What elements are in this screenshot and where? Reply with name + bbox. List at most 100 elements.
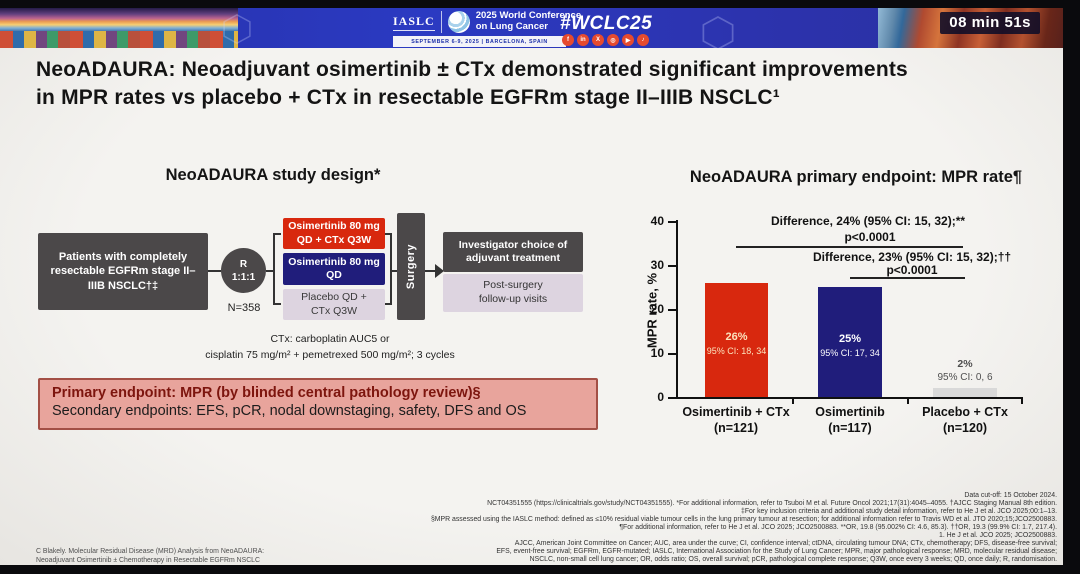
facebook-icon[interactable]: f [562,34,574,46]
bar-ci: 95% CI: 18, 34 [706,345,767,356]
bar-pct: 26% [725,331,748,343]
category-n: (n=120) [942,420,988,435]
bar-ci: 95% CI: 0, 6 [937,372,993,384]
presenter-credit: C Blakely. Molecular Residual Disease (M… [36,548,264,566]
endpoints-box: Primary endpoint: MPR (by blinded centra… [38,378,598,430]
y-tick-label: 40 [650,214,664,228]
flow-connector [266,270,275,272]
slide-title-line2: in MPR rates vs placebo + CTx in resecta… [36,86,780,110]
randomization-r: R [239,258,248,270]
flow-connector [391,270,397,272]
x-tick [792,399,794,404]
footnote-line: Data cut-off: 15 October 2024. [964,492,1057,499]
followup-box: Post-surgery follow-up visits [443,274,583,312]
bar-value-label: 26% 95% CI: 18, 34 [705,330,768,357]
arm-placebo-ctx-box: Placebo QD + CTx Q3W [283,289,385,320]
bar-osimertinib [818,287,882,397]
footnotes-right: Data cut-off: 15 October 2024. NCT043515… [47,492,1057,564]
y-tick [668,353,676,355]
ctx-note-line1: CTx: carboplatin AUC5 or [270,333,390,345]
p-value-1: p<0.0001 [844,230,896,244]
conference-name-line2: on Lung Cancer [475,21,548,32]
difference-annotation-1: Difference, 24% (95% CI: 15, 32);** [770,214,966,228]
bar-pct: 25% [838,333,862,345]
mpr-bar-chart: MPR rate, % 40 30 20 10 0 26% 95% CI: 18… [630,205,1062,535]
difference-annotation-2: Difference, 23% (95% CI: 15, 32);†† [812,250,1012,264]
arm2-line1: Osimertinib 80 mg [288,255,380,268]
wclc-globe-icon [447,11,470,33]
youtube-icon[interactable]: ▶ [622,34,634,46]
arm1-line2: QD + CTx Q3W [296,233,372,246]
linkedin-icon[interactable]: in [577,34,589,46]
category-label: Osimertinib (n=117) [780,405,920,436]
x-tick [1021,399,1023,404]
conference-hashtag: #WCLC25 [560,13,653,34]
footnote-line: EFS, event-free survival; EGFRm, EGFR-mu… [496,548,1057,555]
arms-bracket-right [384,233,392,305]
category-name: Osimertinib [815,405,885,419]
category-name: Osimertinib + CTx [682,405,790,419]
y-tick-label: 20 [650,302,664,316]
bar-ci: 95% CI: 17, 34 [820,347,880,358]
presentation-slide: NeoADAURA: Neoadjuvant osimertinib ± CTx… [0,48,1063,565]
followup-line1: Post-surgery [483,279,543,292]
flow-arrow-head [435,264,444,278]
footnote-line: NCT04351555 (https://clinicaltrials.gov/… [487,500,1057,507]
bar-placebo-ctx [933,388,997,397]
session-timer: 08 min 51s [940,12,1040,34]
iaslc-logo: IASLC [393,14,435,31]
iaslc-logo-text: IASLC [393,13,435,28]
x-axis [676,397,1023,399]
bar-value-label: 2% 95% CI: 0, 6 [915,357,1015,385]
arm2-line2: QD [326,269,342,281]
footnote-line: 1. He J et al. JCO 2025; JCO2500883. [939,532,1057,539]
y-axis [676,220,678,399]
secondary-endpoints-text: Secondary endpoints: EFS, pCR, nodal dow… [52,403,527,419]
flow-connector [208,270,221,272]
page-title: NeoADAURA: Neoadjuvant osimertinib ± CTx… [36,56,1038,113]
y-tick [668,265,676,267]
category-label: Placebo + CTx (n=120) [895,405,1035,436]
instagram-icon[interactable]: ◎ [607,34,619,46]
comparison-line-2 [850,277,965,279]
conference-banner: IASLC 2025 World Conference on Lung Canc… [0,8,1063,48]
category-label: Osimertinib + CTx (n=121) [666,405,806,436]
arm-osimertinib-ctx-box: Osimertinib 80 mg QD + CTx Q3W [283,218,385,249]
flow-arrow-line [425,270,436,272]
conference-name: 2025 World Conference on Lung Cancer [475,10,582,33]
arm3-line1: Placebo QD + [301,291,367,304]
credit-line: Neoadjuvant Osimertinib ± Chemotherapy i… [36,556,260,564]
barcelona-cityscape-art [0,8,238,48]
bar-value-label: 25% 95% CI: 17, 34 [818,332,882,359]
y-tick [668,397,676,399]
y-tick-label: 0 [657,390,664,404]
tiktok-icon[interactable]: ♪ [637,34,649,46]
iaslc-logo-block: IASLC 2025 World Conference on Lung Canc… [393,10,582,33]
adjuvant-treatment-box: Investigator choice of adjuvant treatmen… [443,232,583,272]
bar-osimertinib-ctx [705,282,768,397]
y-tick [668,309,676,311]
category-n: (n=121) [713,420,759,435]
conference-name-line1: 2025 World Conference [475,10,582,22]
iaslc-logo-divider [393,29,435,31]
y-tick-label: 10 [650,346,664,360]
p-value-2: p<0.0001 [886,263,938,277]
footnote-line: AJCC, American Joint Committee on Cancer… [514,540,1057,547]
comparison-line-1 [736,246,963,248]
arm-osimertinib-box: Osimertinib 80 mg QD [283,253,385,285]
y-tick [668,221,676,223]
category-n: (n=117) [828,420,872,435]
footnote-line: ‡For key inclusion criteria and addition… [741,508,1057,515]
footnote-line: NSCLC, non-small cell lung cancer; OR, o… [529,556,1057,563]
credit-line: C Blakely. Molecular Residual Disease (M… [36,548,265,555]
footnote-line: §MPR assessed using the IASLC method: de… [430,516,1057,523]
x-twitter-icon[interactable]: X [592,34,604,46]
arms-bracket-left [273,233,281,305]
randomization-circle: R 1:1:1 [221,248,266,293]
ctx-note-line2: cisplatin 75 mg/m² + pemetrexed 500 mg/m… [205,348,455,361]
hexagon-decoration [702,16,734,48]
category-name: Placebo + CTx [922,405,1008,419]
followup-line2: follow-up visits [478,293,548,305]
hexagon-decoration [223,14,251,44]
surgery-label: Surgery [405,243,417,290]
